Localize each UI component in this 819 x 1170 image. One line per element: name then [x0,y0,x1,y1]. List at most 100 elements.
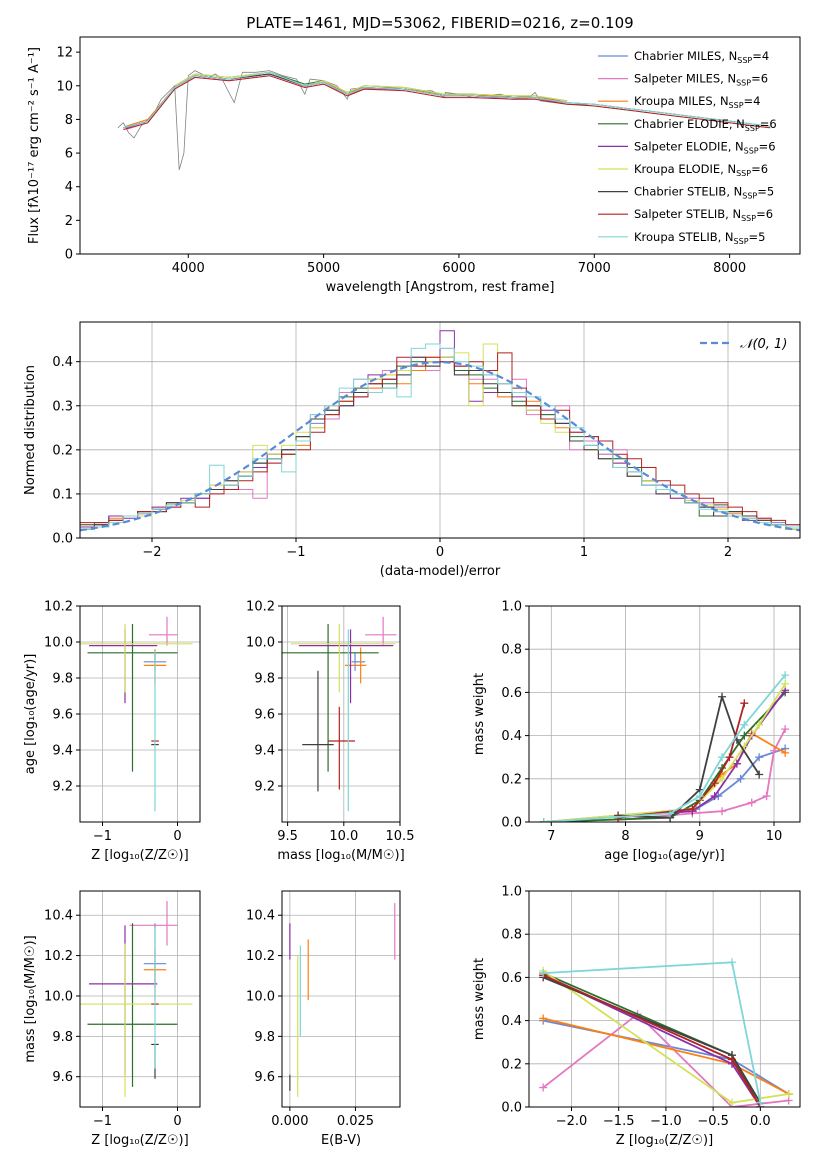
weight-marker [710,792,719,801]
weight-marker [781,748,790,757]
x-tick-label: 5000 [307,261,340,276]
legend-label: Chabrier ELODIE, NSSP=6 [634,117,777,133]
y-tick-label: 1.0 [501,600,522,615]
weight-line [618,693,760,819]
axes-frame [281,890,401,1108]
y-tick-label: 0.6 [501,686,522,701]
weight-line [543,691,786,822]
x-tick-label: 0 [173,1114,181,1129]
y-tick-label: 10.2 [246,600,275,615]
y-tick-label: 10.0 [44,636,73,651]
y-tick-label: 9.8 [52,1030,73,1045]
errorbar-point [80,943,193,1097]
y-axis-label: mass weight [472,673,487,755]
legend-label: Salpeter ELODIE, NSSP=6 [634,139,776,155]
x-tick-label: −2.0 [556,1114,588,1129]
y-tick-label: 0.2 [501,772,522,787]
y-tick-label: 9.4 [52,744,73,759]
errorbar-point [87,624,178,772]
axes-frame [79,36,801,255]
weight-marker [784,1090,793,1099]
weight-marker [781,725,790,734]
age_vs_mass-plot-area [282,616,397,812]
y-tick-label: 1.0 [501,885,522,900]
weight-marker [725,753,734,762]
y-tick-label: 0.4 [501,729,522,744]
spectrum-model-line [123,71,771,129]
weight-marker [718,807,727,816]
weight-marker [539,969,548,978]
x-tick-label: 8 [621,829,629,844]
legend-label-tail: =5 [757,185,774,199]
x-tick-label: −1 [93,829,112,844]
errorbar-point [282,624,379,772]
x-tick-label: 7000 [578,261,611,276]
errorbar-point [290,624,396,693]
weight-marker [762,792,771,801]
y-axis-label: mass weight [472,958,487,1040]
mass_vs_ebv-plot-area [289,903,396,1097]
weight-marker [666,809,675,818]
age_vs_Z-plot-area [80,616,193,812]
x-tick-label: 6000 [442,261,475,276]
legend-label-tail: =4 [752,49,769,63]
weight-marker [755,720,764,729]
legend-label: Salpeter MILES, NSSP=6 [634,72,768,88]
legend-label-sub: SSP [741,214,756,223]
legend-label-sub: SSP [734,237,749,246]
weight-series [539,958,765,1107]
y-axis-label: mass [log₁₀(M/M☉)] [23,935,38,1062]
weight_vs_Z-panel: −2.0 −1.5 −1.0 −0.5 0.0 0.0 0.2 0.4 0.6 0.8 1.0 Z [… [472,885,801,1148]
y-tick-label: 8 [65,113,73,128]
x-tick-label: 9 [696,829,704,844]
y-tick-label: 4 [65,180,73,195]
x-tick-label: −1 [93,1114,112,1129]
legend-label: Chabrier MILES, NSSP=4 [634,49,769,65]
errorbar-point [149,616,178,646]
weight-marker [740,720,749,729]
y-tick-label: 0.0 [501,1101,522,1116]
weight-marker [756,1098,765,1107]
y-tick-label: 0.1 [52,487,73,502]
y-tick-label: 9.2 [52,780,73,795]
x-axis-label: wavelength [Angstrom, rest frame] [326,280,555,295]
spectrum-legend: Chabrier MILES, NSSP=4 Salpeter MILES, NS… [598,49,777,246]
weight-marker [710,779,719,788]
y-tick-label: 10.0 [246,636,275,651]
age_vs_mass-panel: 9.5 10.0 10.5 9.2 9.4 9.6 9.8 10.0 10.2 mass [log… [246,600,414,864]
x-axis-label: (data-model)/error [380,564,501,579]
x-axis-label: Z [log₁₀(Z/Z☉)] [91,848,188,863]
weight-marker [718,692,727,701]
x-tick-label: 9.5 [277,829,298,844]
legend-label-tail: =6 [760,117,777,131]
legend-label-tail: =4 [744,94,761,108]
x-tick-label: 1 [580,545,588,560]
legend-label-tail: =6 [756,207,773,221]
x-tick-label: −1 [286,545,305,560]
weight-marker [539,1014,548,1023]
y-tick-label: 10.0 [44,989,73,1004]
legend-label-tail: =5 [749,230,766,244]
age_vs_Z-panel: −1 0 9.2 9.4 9.6 9.8 10.0 10.2 Z [log₁₀(Z/Z☉)] ag… [23,600,201,863]
weight-marker [728,958,737,967]
x-axis-label: E(B-V) [321,1133,361,1148]
weight-marker [732,759,741,768]
x-axis-label: Z [log₁₀(Z/Z☉)] [616,1133,713,1148]
legend-label-sub: SSP [737,56,752,65]
x-tick-label: 0 [173,829,181,844]
y-tick-label: 0.0 [501,816,522,831]
y-tick-label: 10.4 [44,909,73,924]
y-tick-label: 10.2 [246,949,275,964]
weight-marker [747,798,756,807]
histogram-step-series [80,352,800,538]
errorbar-point [129,901,178,946]
residuals-panel: −2 −1 0 1 2 0.0 0.1 0.2 0.3 0.4 (data-model)/error… [23,321,801,579]
legend-label-sub: SSP [745,124,760,133]
weight_vs_Z-plot-area [539,958,793,1107]
mass_vs_Z-plot-area [80,901,193,1097]
y-tick-label: 9.6 [52,708,73,723]
weight-series [692,744,790,814]
errorbar-point [87,923,178,1087]
spectrum-model-line [174,71,568,102]
